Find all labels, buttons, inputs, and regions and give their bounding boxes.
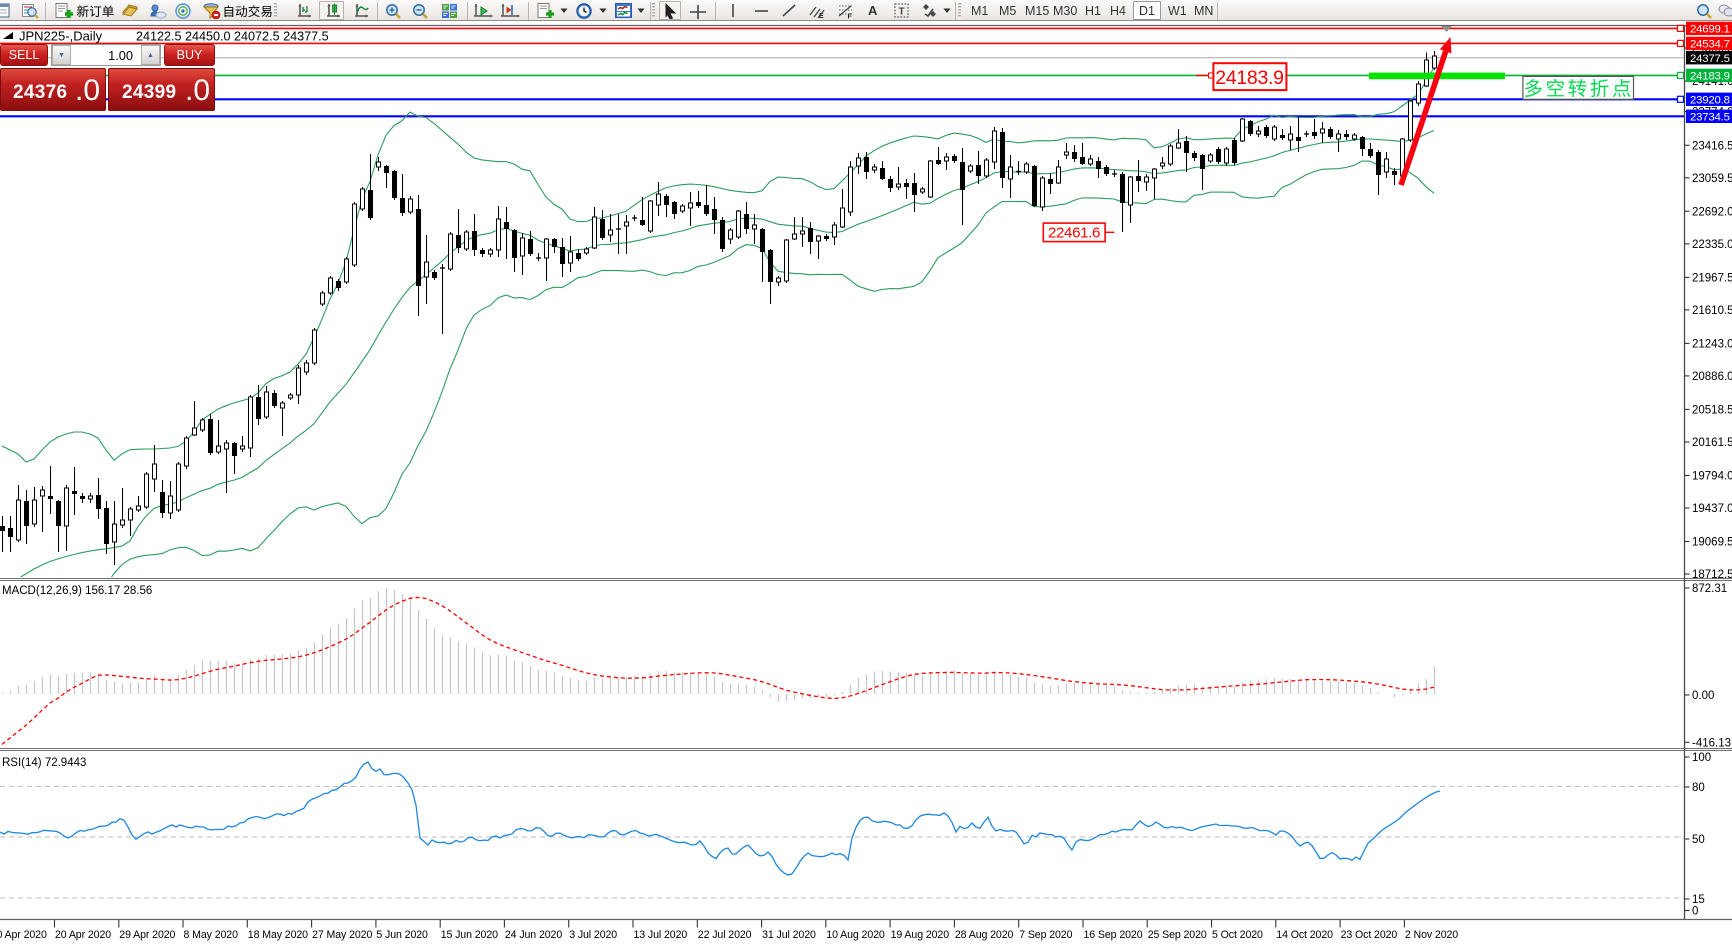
svg-text:0.00: 0.00 — [1692, 690, 1714, 702]
svg-text:7 Sep 2020: 7 Sep 2020 — [1019, 929, 1072, 941]
svg-text:24122.5 24450.0 24072.5 24377.: 24122.5 24450.0 24072.5 24377.5 — [136, 30, 329, 44]
svg-text:19 Aug 2020: 19 Aug 2020 — [891, 929, 950, 941]
svg-text:8 May 2020: 8 May 2020 — [184, 929, 239, 941]
svg-text:T: T — [899, 7, 905, 18]
svg-text:23734.5: 23734.5 — [1690, 112, 1730, 124]
svg-text:23 Oct 2020: 23 Oct 2020 — [1341, 929, 1398, 941]
svg-text:22461.6: 22461.6 — [1048, 225, 1100, 242]
svg-text:31 Jul 2020: 31 Jul 2020 — [762, 929, 816, 941]
svg-text:24534.7: 24534.7 — [1690, 39, 1730, 51]
svg-text:21610.5: 21610.5 — [1692, 305, 1732, 317]
svg-text:24699.1: 24699.1 — [1690, 24, 1730, 36]
svg-text:50: 50 — [1692, 834, 1705, 846]
svg-text:F: F — [848, 14, 853, 20]
svg-text:22335.0: 22335.0 — [1692, 239, 1732, 251]
svg-text:22 Jul 2020: 22 Jul 2020 — [698, 929, 752, 941]
svg-text:14 Oct 2020: 14 Oct 2020 — [1276, 929, 1333, 941]
svg-text:MACD(12,26,9) 156.17 28.56: MACD(12,26,9) 156.17 28.56 — [2, 585, 152, 597]
svg-text:100: 100 — [1692, 752, 1711, 764]
svg-text:10 Aug 2020: 10 Aug 2020 — [826, 929, 885, 941]
svg-text:18712.5: 18712.5 — [1692, 569, 1732, 581]
svg-text:23416.5: 23416.5 — [1692, 140, 1732, 152]
svg-text:22692.0: 22692.0 — [1692, 206, 1732, 218]
svg-text:21243.0: 21243.0 — [1692, 338, 1732, 350]
svg-text:20 Apr 2020: 20 Apr 2020 — [55, 929, 111, 941]
svg-text:15 Jun 2020: 15 Jun 2020 — [441, 929, 498, 941]
svg-text:0: 0 — [1692, 906, 1698, 918]
svg-text:16 Sep 2020: 16 Sep 2020 — [1084, 929, 1143, 941]
svg-text:24183.9: 24183.9 — [1690, 71, 1730, 83]
svg-text:19794.0: 19794.0 — [1692, 471, 1732, 483]
svg-text:20161.5: 20161.5 — [1692, 437, 1732, 449]
svg-text:20886.0: 20886.0 — [1692, 371, 1732, 383]
svg-text:20518.5: 20518.5 — [1692, 404, 1732, 416]
svg-text:23920.8: 23920.8 — [1690, 95, 1730, 107]
svg-text:24 Jun 2020: 24 Jun 2020 — [505, 929, 562, 941]
svg-text:18 May 2020: 18 May 2020 — [248, 929, 308, 941]
svg-text:24183.9: 24183.9 — [1215, 67, 1283, 89]
svg-text:24377.5: 24377.5 — [1690, 53, 1730, 65]
svg-text:80: 80 — [1692, 782, 1705, 794]
svg-text:19437.0: 19437.0 — [1692, 503, 1732, 515]
svg-text:19069.5: 19069.5 — [1692, 537, 1732, 549]
svg-text:29 Apr 2020: 29 Apr 2020 — [119, 929, 175, 941]
svg-text:27 May 2020: 27 May 2020 — [312, 929, 372, 941]
svg-text:25 Sep 2020: 25 Sep 2020 — [1148, 929, 1207, 941]
svg-text:872.31: 872.31 — [1692, 583, 1727, 595]
svg-text:5 Jun 2020: 5 Jun 2020 — [376, 929, 428, 941]
svg-text:23059.5: 23059.5 — [1692, 173, 1732, 185]
svg-text:2 Nov 2020: 2 Nov 2020 — [1405, 929, 1458, 941]
svg-text:5 Oct 2020: 5 Oct 2020 — [1212, 929, 1263, 941]
svg-text:E: E — [819, 13, 824, 19]
svg-text:28 Aug 2020: 28 Aug 2020 — [955, 929, 1014, 941]
svg-text:3 Jul 2020: 3 Jul 2020 — [569, 929, 617, 941]
svg-text:15: 15 — [1692, 894, 1705, 906]
svg-text:21967.5: 21967.5 — [1692, 272, 1732, 284]
svg-text:-416.13: -416.13 — [1692, 737, 1731, 749]
svg-text:RSI(14) 72.9443: RSI(14) 72.9443 — [2, 757, 86, 769]
svg-text:13 Jul 2020: 13 Jul 2020 — [634, 929, 688, 941]
svg-text:JPN225-,Daily: JPN225-,Daily — [19, 29, 103, 44]
svg-text:10 Apr 2020: 10 Apr 2020 — [0, 929, 47, 941]
